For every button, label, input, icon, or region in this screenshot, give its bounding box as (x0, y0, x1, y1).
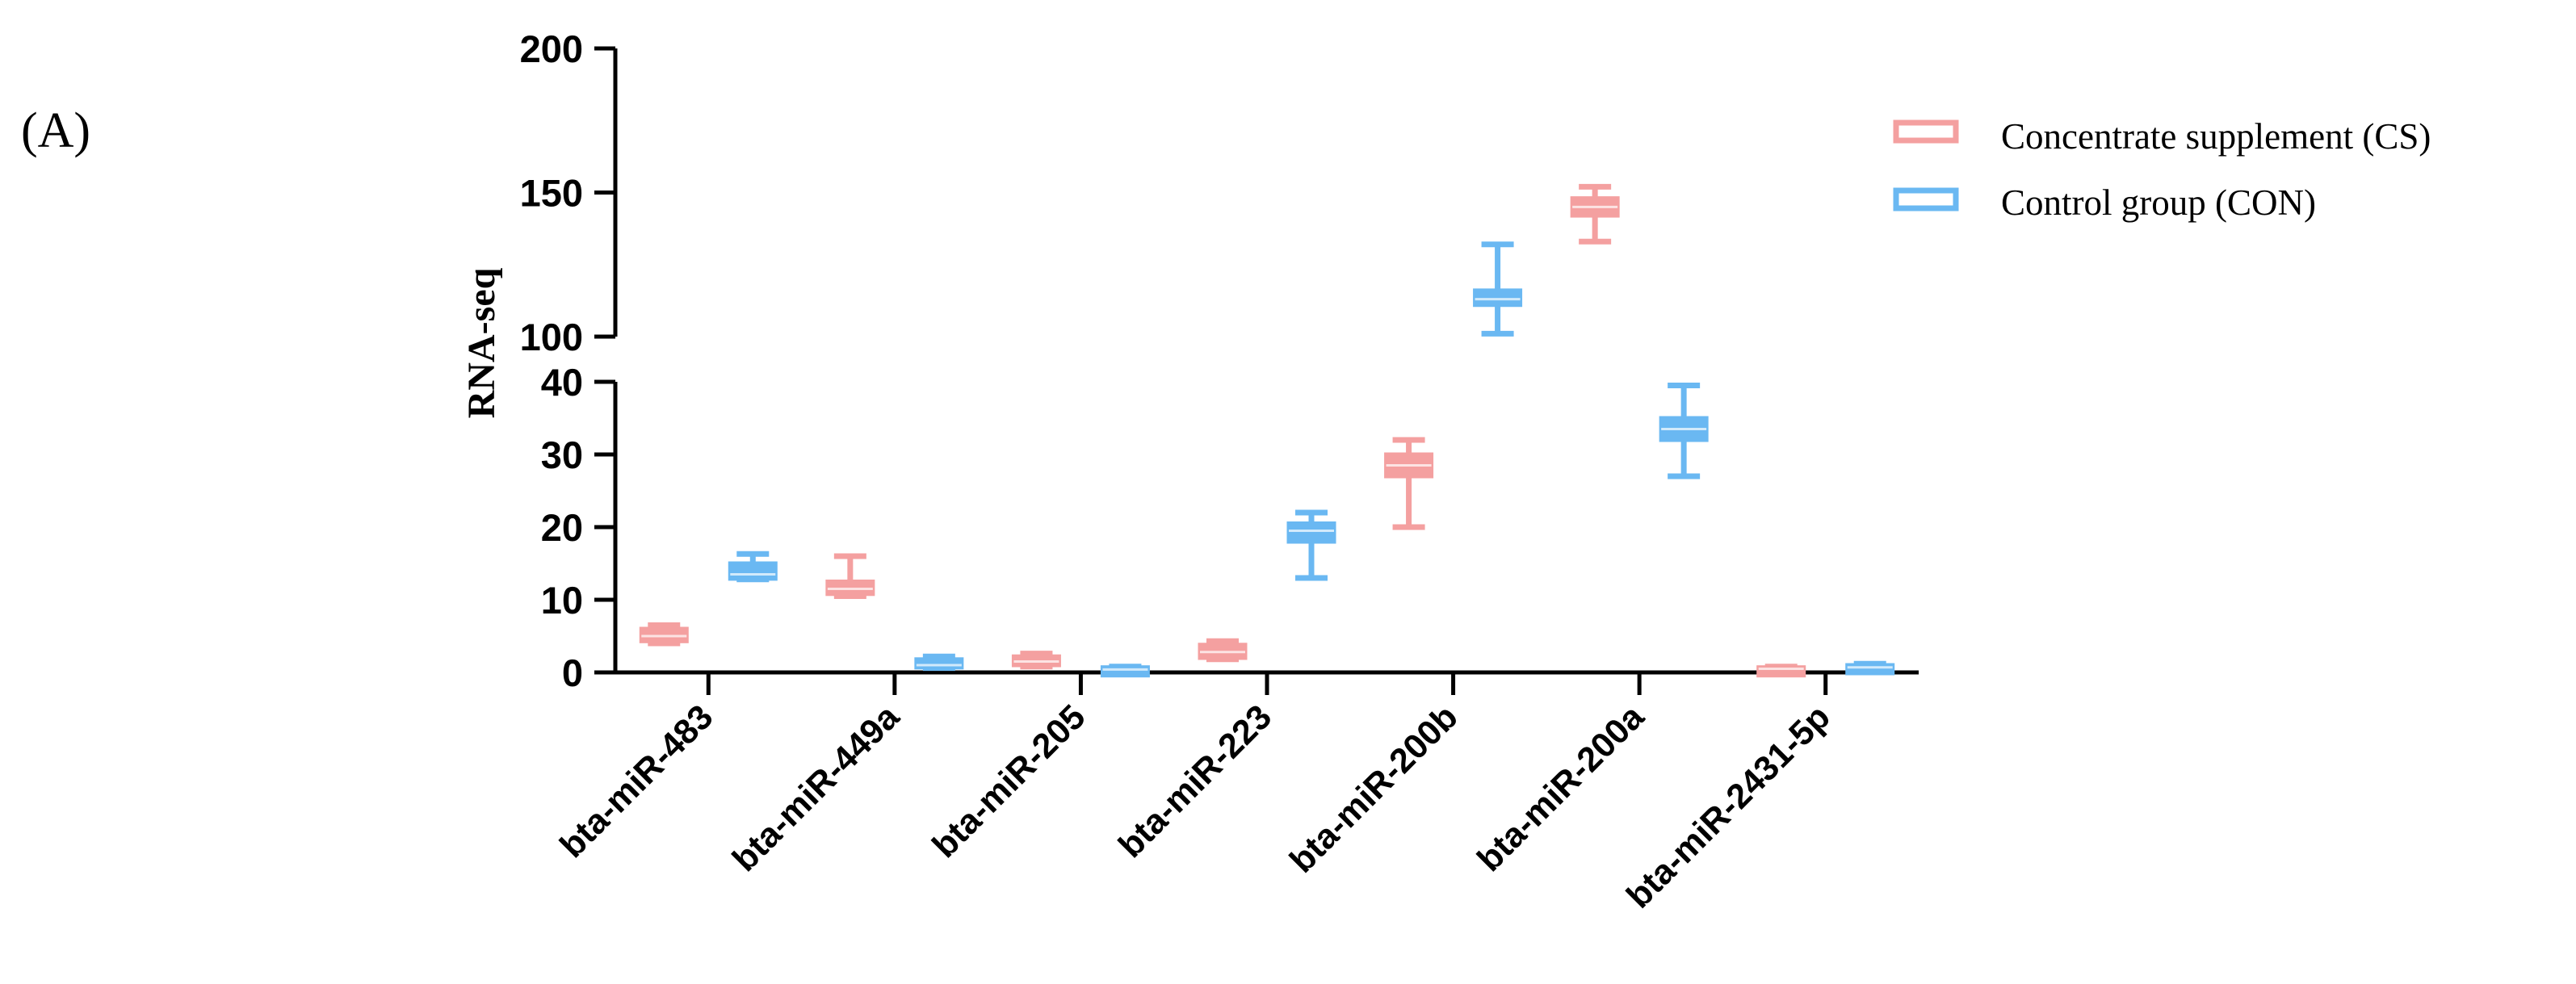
series-cs (639, 183, 1806, 678)
box (1100, 665, 1150, 678)
x-tick-label: bta-miR-200b (1282, 697, 1466, 881)
box (1845, 663, 1895, 676)
legend-swatch-con (1893, 187, 1959, 211)
y-tick-10-label: 10 (541, 579, 583, 622)
series-con (728, 241, 1895, 678)
axes (613, 48, 1919, 675)
y-tick-30-label: 30 (541, 433, 583, 476)
x-tick-label: bta-miR-200a (1470, 697, 1652, 879)
box (1756, 665, 1806, 678)
legend-swatch-cs (1893, 119, 1959, 144)
box-series (639, 183, 1895, 678)
y-tick-20-label: 20 (541, 506, 583, 549)
x-tick-label: bta-miR-449a (725, 697, 908, 879)
y-tick-40-label: 40 (541, 361, 583, 404)
y-tick-200-label: 200 (520, 27, 583, 70)
box (1286, 521, 1336, 544)
box (914, 657, 964, 670)
box (1473, 288, 1523, 308)
y-tick-150-label: 150 (520, 172, 583, 215)
y-tick-0-label: 0 (562, 651, 583, 694)
x-tick-label: bta-miR-483 (552, 697, 720, 865)
legend-label-con: Control group (CON) (2001, 182, 2316, 223)
x-tick-label: bta-miR-205 (925, 697, 1093, 865)
y-axis-title: RNA-seq (460, 267, 503, 418)
x-tick-label: bta-miR-223 (1111, 697, 1279, 865)
box (728, 561, 778, 581)
legend: Concentrate supplement (CS) Control grou… (1893, 116, 2431, 223)
x-tick-label: bta-miR-2431-5p (1619, 697, 1837, 915)
legend-label-cs: Concentrate supplement (CS) (2001, 116, 2431, 157)
y-tick-100-label: 100 (520, 316, 583, 358)
panel-label: (A) (21, 103, 90, 158)
x-tick-labels: bta-miR-483 bta-miR-449a bta-miR-205 bta-mi… (552, 672, 1838, 916)
